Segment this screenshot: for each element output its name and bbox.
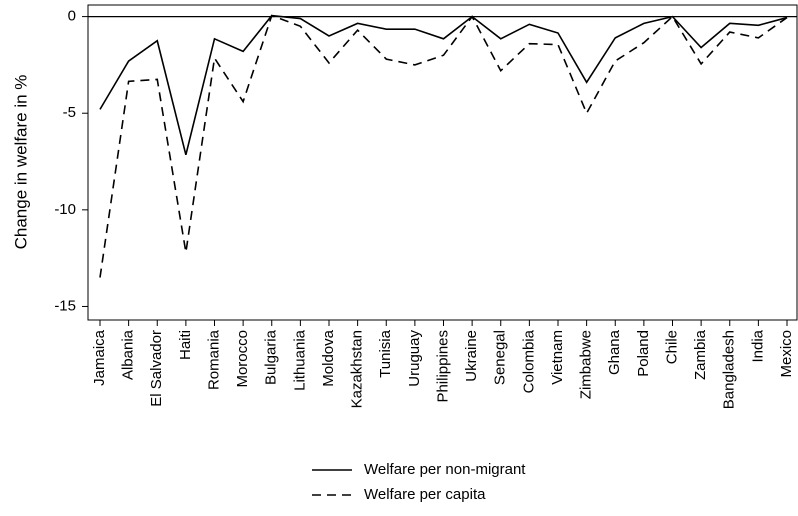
x-tick-label: Jamaica (91, 329, 108, 386)
x-tick-label: Lithuania (291, 329, 308, 391)
x-tick-label: Bulgaria (263, 329, 280, 385)
x-tick-label: Tunisia (377, 329, 394, 377)
x-tick-label: Albania (120, 329, 137, 380)
x-tick-label: Zambia (692, 329, 709, 380)
x-tick-label: Kazakhstan (349, 330, 366, 408)
x-tick-label: Zimbabwe (578, 330, 595, 399)
y-axis-label: Change in welfare in % (11, 75, 30, 250)
y-tick-label: -10 (54, 201, 76, 218)
x-tick-label: Moldova (320, 329, 337, 386)
y-tick-label: -5 (63, 104, 76, 121)
legend-label: Welfare per capita (364, 486, 486, 503)
x-tick-label: Ukraine (463, 330, 480, 382)
x-tick-label: Bangladesh (721, 330, 738, 409)
x-tick-label: Morocco (234, 330, 251, 388)
y-tick-label: -15 (54, 297, 76, 314)
x-tick-label: Mexico (778, 330, 795, 378)
x-tick-label: Philippines (434, 330, 451, 403)
x-tick-label: Vietnam (549, 330, 566, 385)
x-tick-label: Uruguay (406, 330, 423, 387)
x-tick-label: Romania (205, 329, 222, 390)
x-tick-label: Senegal (492, 330, 509, 385)
x-tick-label: Chile (663, 330, 680, 364)
x-tick-label: India (749, 329, 766, 362)
series-line (99, 14, 788, 278)
x-tick-label: Haiti (177, 330, 194, 360)
x-tick-label: Poland (635, 330, 652, 377)
x-tick-label: Colombia (520, 329, 537, 393)
x-tick-label: El Salvador (148, 330, 165, 407)
series-line (99, 14, 788, 155)
legend-label: Welfare per non-migrant (364, 461, 526, 478)
plot-frame (87, 4, 798, 321)
x-tick-label: Ghana (606, 329, 623, 375)
y-tick-label: 0 (68, 8, 76, 25)
